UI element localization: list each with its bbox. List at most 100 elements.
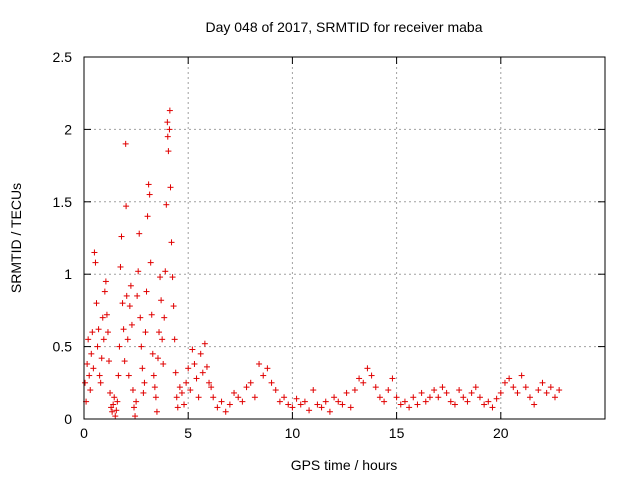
- data-point: [166, 126, 173, 133]
- data-point: [148, 311, 155, 318]
- data-point: [111, 394, 118, 401]
- data-point: [125, 372, 132, 379]
- data-point: [310, 387, 317, 394]
- data-point: [161, 314, 168, 321]
- data-point: [208, 384, 215, 391]
- data-point: [260, 372, 267, 379]
- data-point: [406, 404, 413, 411]
- data-point: [144, 213, 151, 220]
- data-point: [276, 398, 283, 405]
- data-point: [104, 329, 111, 336]
- data-point: [418, 389, 425, 396]
- data-point: [543, 389, 550, 396]
- data-point: [318, 404, 325, 411]
- data-point: [162, 268, 169, 275]
- grid-lines: [84, 57, 605, 419]
- data-point: [497, 389, 504, 396]
- data-point: [106, 358, 113, 365]
- data-point: [91, 249, 98, 256]
- data-point: [160, 360, 167, 367]
- y-tick-label: 0: [64, 411, 72, 427]
- x-tick-label: 10: [285, 425, 301, 441]
- data-point: [169, 274, 176, 281]
- data-point: [360, 379, 367, 386]
- x-axis-label: GPS time / hours: [291, 457, 398, 473]
- data-point: [501, 379, 508, 386]
- data-point: [272, 387, 279, 394]
- data-point: [119, 300, 126, 307]
- y-tick-label: 2.5: [53, 49, 73, 65]
- data-point: [124, 336, 131, 343]
- x-tick-label: 20: [493, 425, 509, 441]
- data-point: [134, 292, 141, 299]
- data-point: [170, 303, 177, 310]
- data-point: [121, 358, 128, 365]
- y-tick-label: 1.5: [53, 194, 73, 210]
- data-point: [136, 230, 143, 237]
- data-point: [522, 384, 529, 391]
- data-point: [297, 401, 304, 408]
- data-point: [123, 292, 130, 299]
- data-point: [86, 372, 93, 379]
- data-point: [535, 387, 542, 394]
- data-point: [173, 394, 180, 401]
- data-point: [493, 395, 500, 402]
- data-point: [210, 394, 217, 401]
- data-point: [385, 387, 392, 394]
- data-point: [460, 394, 467, 401]
- x-tick-label: 5: [184, 425, 192, 441]
- data-point: [115, 372, 122, 379]
- data-point: [113, 407, 120, 414]
- data-point: [539, 379, 546, 386]
- data-point: [531, 401, 538, 408]
- data-point: [514, 389, 521, 396]
- data-point: [435, 394, 442, 401]
- data-point: [107, 389, 114, 396]
- data-point: [547, 384, 554, 391]
- data-point: [201, 340, 208, 347]
- y-tick-label: 2: [64, 121, 72, 137]
- data-point: [149, 350, 156, 357]
- data-point: [414, 401, 421, 408]
- data-point: [551, 394, 558, 401]
- data-point: [339, 401, 346, 408]
- data-point: [306, 407, 313, 414]
- data-point: [145, 181, 152, 188]
- data-point: [97, 379, 104, 386]
- data-point: [100, 336, 107, 343]
- data-point: [481, 401, 488, 408]
- data-point: [151, 384, 158, 391]
- data-point: [166, 107, 173, 114]
- data-point: [231, 389, 238, 396]
- data-point: [447, 398, 454, 405]
- data-point: [140, 389, 147, 396]
- data-point: [133, 398, 140, 405]
- x-tick-label: 15: [389, 425, 405, 441]
- data-point: [218, 398, 225, 405]
- data-point: [123, 203, 130, 210]
- data-point: [99, 314, 106, 321]
- data-point: [147, 259, 154, 266]
- data-point: [129, 387, 136, 394]
- data-point: [464, 398, 471, 405]
- data-point: [163, 201, 170, 208]
- data-point: [368, 372, 375, 379]
- data-point: [506, 375, 513, 382]
- data-point: [256, 360, 263, 367]
- data-point: [489, 404, 496, 411]
- data-point: [139, 365, 146, 372]
- data-point: [112, 413, 119, 420]
- data-point: [314, 401, 321, 408]
- y-axis-label: SRMTID / TECUs: [8, 183, 24, 293]
- data-point: [510, 384, 517, 391]
- data-point: [347, 404, 354, 411]
- data-point: [158, 297, 165, 304]
- data-point: [301, 398, 308, 405]
- chart-title: Day 048 of 2017, SRMTID for receiver mab…: [205, 19, 482, 35]
- data-point: [159, 336, 166, 343]
- data-point: [96, 372, 103, 379]
- data-point: [87, 387, 94, 394]
- data-point: [117, 263, 124, 270]
- data-point: [281, 394, 288, 401]
